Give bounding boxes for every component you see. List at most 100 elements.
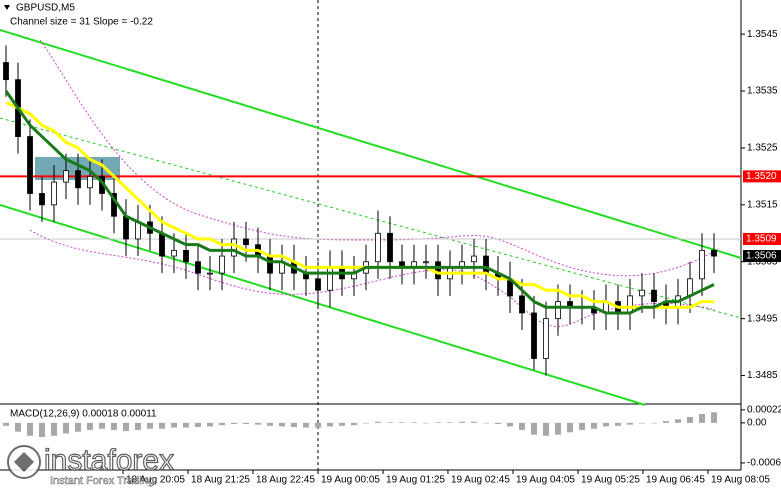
histogram-bar bbox=[687, 416, 693, 423]
y-tick-label: 1.3495 bbox=[747, 313, 778, 324]
histogram-bar bbox=[267, 422, 273, 426]
histogram-bar bbox=[219, 422, 225, 426]
candle-body bbox=[39, 193, 45, 206]
histogram-bar bbox=[303, 422, 309, 428]
x-tick-label: 19 Aug 06:45 bbox=[646, 475, 705, 486]
plot: 1.35451.35351.35251.35151.35051.34951.34… bbox=[0, 29, 781, 486]
symbol: GBPUSD,M5 bbox=[16, 3, 75, 14]
channel-upper bbox=[0, 29, 742, 259]
candle-body bbox=[123, 215, 129, 240]
candle-body bbox=[471, 255, 477, 263]
y-tick-label: 1.3535 bbox=[747, 86, 778, 97]
y-tick-label: 1.3485 bbox=[747, 370, 778, 381]
brand: instaforex bbox=[44, 444, 174, 477]
histogram-bar bbox=[255, 422, 261, 425]
x-tick-label: 19 Aug 00:05 bbox=[321, 475, 380, 486]
x-tick-label: 19 Aug 05:25 bbox=[581, 475, 640, 486]
histogram-bar bbox=[615, 422, 621, 426]
candle-body bbox=[135, 221, 141, 240]
histogram-bar bbox=[483, 422, 489, 424]
x-tick-label: 19 Aug 04:05 bbox=[516, 475, 575, 486]
candle-body bbox=[543, 318, 549, 359]
histogram-bar bbox=[447, 422, 453, 423]
histogram-bar bbox=[111, 422, 117, 430]
level-box bbox=[743, 232, 781, 245]
x-tick-label: 18 Aug 22:45 bbox=[256, 475, 315, 486]
histogram-bar bbox=[135, 422, 141, 430]
candle-body bbox=[711, 249, 717, 257]
histogram-bar bbox=[627, 422, 633, 425]
candle-body bbox=[87, 175, 93, 189]
histogram-bar bbox=[51, 422, 57, 436]
y-tick-label: 1.3545 bbox=[747, 29, 778, 40]
histogram-bar bbox=[75, 422, 81, 432]
histogram-bar bbox=[675, 419, 681, 423]
histogram-bar bbox=[3, 422, 9, 426]
x-tick-label: 19 Aug 01:25 bbox=[386, 475, 445, 486]
histogram-bar bbox=[531, 422, 537, 435]
candle-body bbox=[435, 261, 441, 280]
histogram-bar bbox=[519, 422, 525, 430]
histogram-bar bbox=[327, 422, 333, 427]
candle-body bbox=[231, 238, 237, 257]
level-label: 1.3506 bbox=[746, 251, 777, 262]
histogram-bar bbox=[543, 422, 549, 436]
histogram-bar bbox=[459, 421, 465, 423]
level-box bbox=[743, 250, 781, 263]
moving-average bbox=[5, 101, 714, 309]
candle-body bbox=[219, 255, 225, 274]
histogram-bar bbox=[411, 422, 417, 423]
histogram-bar bbox=[207, 422, 213, 427]
candle-body bbox=[183, 249, 189, 263]
histogram-bar bbox=[651, 422, 657, 424]
histogram-bar bbox=[555, 422, 561, 435]
histogram-bar bbox=[351, 422, 357, 426]
histogram-bar bbox=[423, 422, 429, 424]
candle-body bbox=[51, 181, 57, 206]
histogram-bar bbox=[603, 422, 609, 427]
histogram-bar bbox=[567, 422, 573, 433]
watermark: instaforex Instant Forex Trading bbox=[7, 443, 175, 487]
candle-body bbox=[639, 289, 645, 297]
candle-body bbox=[699, 249, 705, 280]
candle-body bbox=[555, 301, 561, 320]
histogram-bar bbox=[243, 422, 249, 425]
band-upper bbox=[39, 39, 721, 277]
candle-body bbox=[483, 255, 489, 274]
histogram-bar bbox=[387, 422, 393, 423]
y-tick-label: 0.00 bbox=[747, 417, 767, 428]
histogram-bar bbox=[27, 422, 33, 436]
candle-body bbox=[243, 238, 249, 246]
histogram-bar bbox=[159, 422, 165, 429]
candle-body bbox=[63, 170, 69, 183]
x-tick-label: 19 Aug 02:45 bbox=[451, 475, 510, 486]
y-tick-label: 1.3515 bbox=[747, 199, 778, 210]
candle-body bbox=[651, 289, 657, 302]
candle-body bbox=[159, 232, 165, 257]
candle-body bbox=[27, 136, 33, 194]
level-label: 1.3520 bbox=[746, 171, 777, 182]
y-tick-label: -0.00068 bbox=[747, 458, 781, 469]
logo-mark bbox=[14, 452, 34, 472]
histogram-bar bbox=[639, 422, 645, 424]
candle-body bbox=[207, 272, 213, 275]
histogram-bar bbox=[711, 412, 717, 423]
histogram-bar bbox=[495, 422, 501, 425]
histogram-bar bbox=[699, 414, 705, 423]
histogram-bar bbox=[87, 422, 93, 430]
histogram-bar bbox=[39, 422, 45, 437]
histogram-bar bbox=[591, 422, 597, 429]
histogram-bar bbox=[315, 422, 321, 428]
histogram-bar bbox=[339, 422, 345, 426]
macd-title: MACD(12,26,9) 0.00018 0.00011 bbox=[10, 409, 157, 420]
histogram-bar bbox=[99, 422, 105, 429]
candle-body bbox=[267, 255, 273, 274]
candle-body bbox=[171, 249, 177, 257]
histogram-bar bbox=[435, 422, 441, 423]
x-tick-label: 18 Aug 21:25 bbox=[191, 475, 250, 486]
level-box bbox=[743, 170, 781, 183]
candle-body bbox=[375, 232, 381, 263]
y-tick-label: 0.00022 bbox=[747, 405, 781, 416]
histogram-bar bbox=[291, 422, 297, 427]
